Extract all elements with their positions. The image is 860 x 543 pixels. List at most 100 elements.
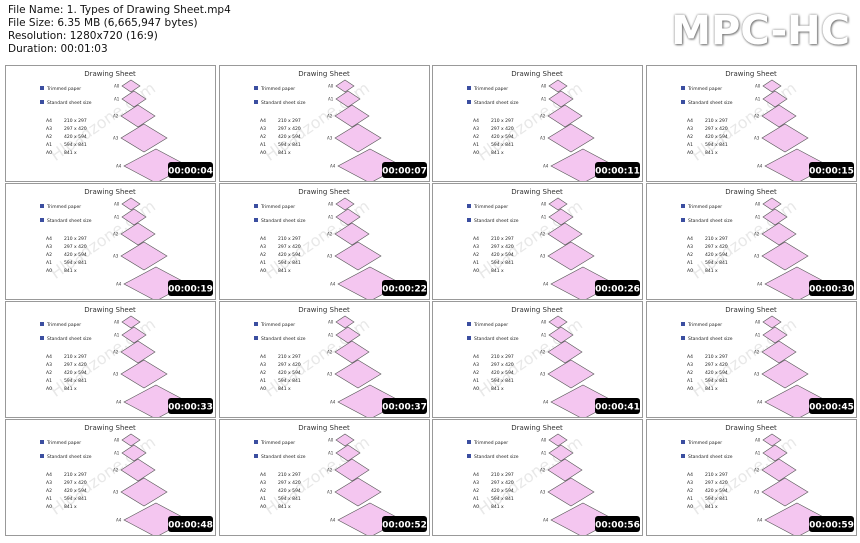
size-dims: 594 x 841 — [705, 496, 728, 502]
sheet-shape — [334, 222, 370, 246]
size-dims: 210 x 297 — [64, 354, 87, 360]
bullet — [254, 322, 258, 326]
size-dims: 420 x 594 — [64, 370, 87, 376]
size-dims: 841 x — [705, 150, 718, 156]
size-name: A1 — [46, 260, 52, 266]
sheet-label: A4 — [543, 282, 549, 287]
size-dims: 297 x 420 — [705, 480, 728, 486]
sheet-shape — [335, 79, 355, 93]
size-name: A0 — [260, 150, 266, 156]
sheet-label: A0 — [541, 202, 547, 207]
size-dims: 297 x 420 — [278, 126, 301, 132]
sheet-shape — [335, 197, 355, 211]
sheet-label: A1 — [114, 215, 120, 220]
sheet-label: A4 — [116, 164, 122, 169]
sheet-label: A3 — [113, 136, 119, 141]
bullet — [681, 440, 685, 444]
size-name: A0 — [473, 504, 479, 510]
size-name: A4 — [46, 236, 52, 242]
bullet — [40, 440, 44, 444]
size-name: A4 — [473, 118, 479, 124]
size-name: A2 — [473, 488, 479, 494]
size-dims: 420 x 594 — [491, 370, 514, 376]
bullet-text: Trimmed paper — [260, 440, 295, 446]
bullet — [40, 100, 44, 104]
size-name: A3 — [687, 244, 693, 250]
bullet-text: Trimmed paper — [46, 322, 81, 328]
sheet-label: A2 — [327, 232, 333, 237]
size-dims: 297 x 420 — [705, 244, 728, 250]
size-name: A3 — [687, 126, 693, 132]
sheet-label: A1 — [541, 97, 547, 102]
sheet-label: A2 — [540, 232, 546, 237]
slide-title: Drawing Sheet — [511, 424, 563, 432]
size-dims: 420 x 594 — [64, 488, 87, 494]
slide-title: Drawing Sheet — [725, 70, 777, 78]
sheet-label: A0 — [328, 438, 334, 443]
slide-title: Drawing Sheet — [298, 424, 350, 432]
bullet-text: Standard sheet size — [474, 336, 519, 342]
size-name: A1 — [473, 378, 479, 384]
time-box — [168, 516, 213, 532]
size-name: A4 — [687, 472, 693, 478]
size-dims: 420 x 594 — [278, 134, 301, 140]
size-name: A3 — [46, 244, 52, 250]
sheet-label: A1 — [755, 451, 761, 456]
sheet-label: A0 — [114, 84, 120, 89]
size-dims: 420 x 594 — [278, 252, 301, 258]
bullet-text: Trimmed paper — [473, 86, 508, 92]
size-name: A4 — [260, 354, 266, 360]
sheet-shape — [548, 90, 574, 108]
size-dims: 420 x 594 — [491, 488, 514, 494]
sheet-shape — [761, 458, 797, 482]
size-name: A1 — [46, 142, 52, 148]
bullet — [40, 322, 44, 326]
sheet-shape — [762, 197, 782, 211]
sheet-label: A2 — [327, 114, 333, 119]
sheet-shape — [334, 241, 382, 271]
bullet — [467, 336, 471, 340]
size-dims: 297 x 420 — [705, 362, 728, 368]
time-box — [595, 398, 640, 414]
bullet — [467, 204, 471, 208]
sheet-shape — [120, 222, 156, 246]
size-name: A4 — [687, 236, 693, 242]
sheet-label: A4 — [330, 400, 336, 405]
bullet-text: Trimmed paper — [46, 204, 81, 210]
size-dims: 841 x — [705, 268, 718, 274]
size-dims: 594 x 841 — [705, 378, 728, 384]
sheet-label: A4 — [757, 282, 763, 287]
sheet-shape — [120, 123, 168, 153]
sheet-shape — [762, 326, 788, 344]
sheet-shape — [547, 241, 595, 271]
sheet-shape — [334, 340, 370, 364]
size-dims: 841 x — [491, 386, 504, 392]
sheet-shape — [335, 315, 355, 329]
size-dims: 297 x 420 — [491, 362, 514, 368]
sheet-label: A1 — [114, 451, 120, 456]
size-name: A2 — [46, 252, 52, 258]
time-box — [382, 516, 427, 532]
sheet-label: A4 — [330, 282, 336, 287]
timestamp: 00:00:48 — [168, 521, 213, 531]
size-name: A3 — [687, 480, 693, 486]
size-dims: 297 x 420 — [64, 362, 87, 368]
size-name: A2 — [260, 488, 266, 494]
sheet-label: A0 — [114, 320, 120, 325]
bullet — [681, 100, 685, 104]
sheet-shape — [120, 340, 156, 364]
sheet-shape — [762, 79, 782, 93]
time-box — [809, 162, 854, 178]
sheet-label: A3 — [540, 254, 546, 259]
size-name: A3 — [687, 362, 693, 368]
bullet — [467, 86, 471, 90]
sheet-shape — [335, 433, 355, 447]
size-name: A4 — [46, 118, 52, 124]
size-dims: 420 x 594 — [705, 370, 728, 376]
size-name: A4 — [473, 472, 479, 478]
bullet — [40, 336, 44, 340]
sheet-shape — [121, 433, 141, 447]
sheet-label: A4 — [116, 400, 122, 405]
size-dims: 297 x 420 — [64, 126, 87, 132]
